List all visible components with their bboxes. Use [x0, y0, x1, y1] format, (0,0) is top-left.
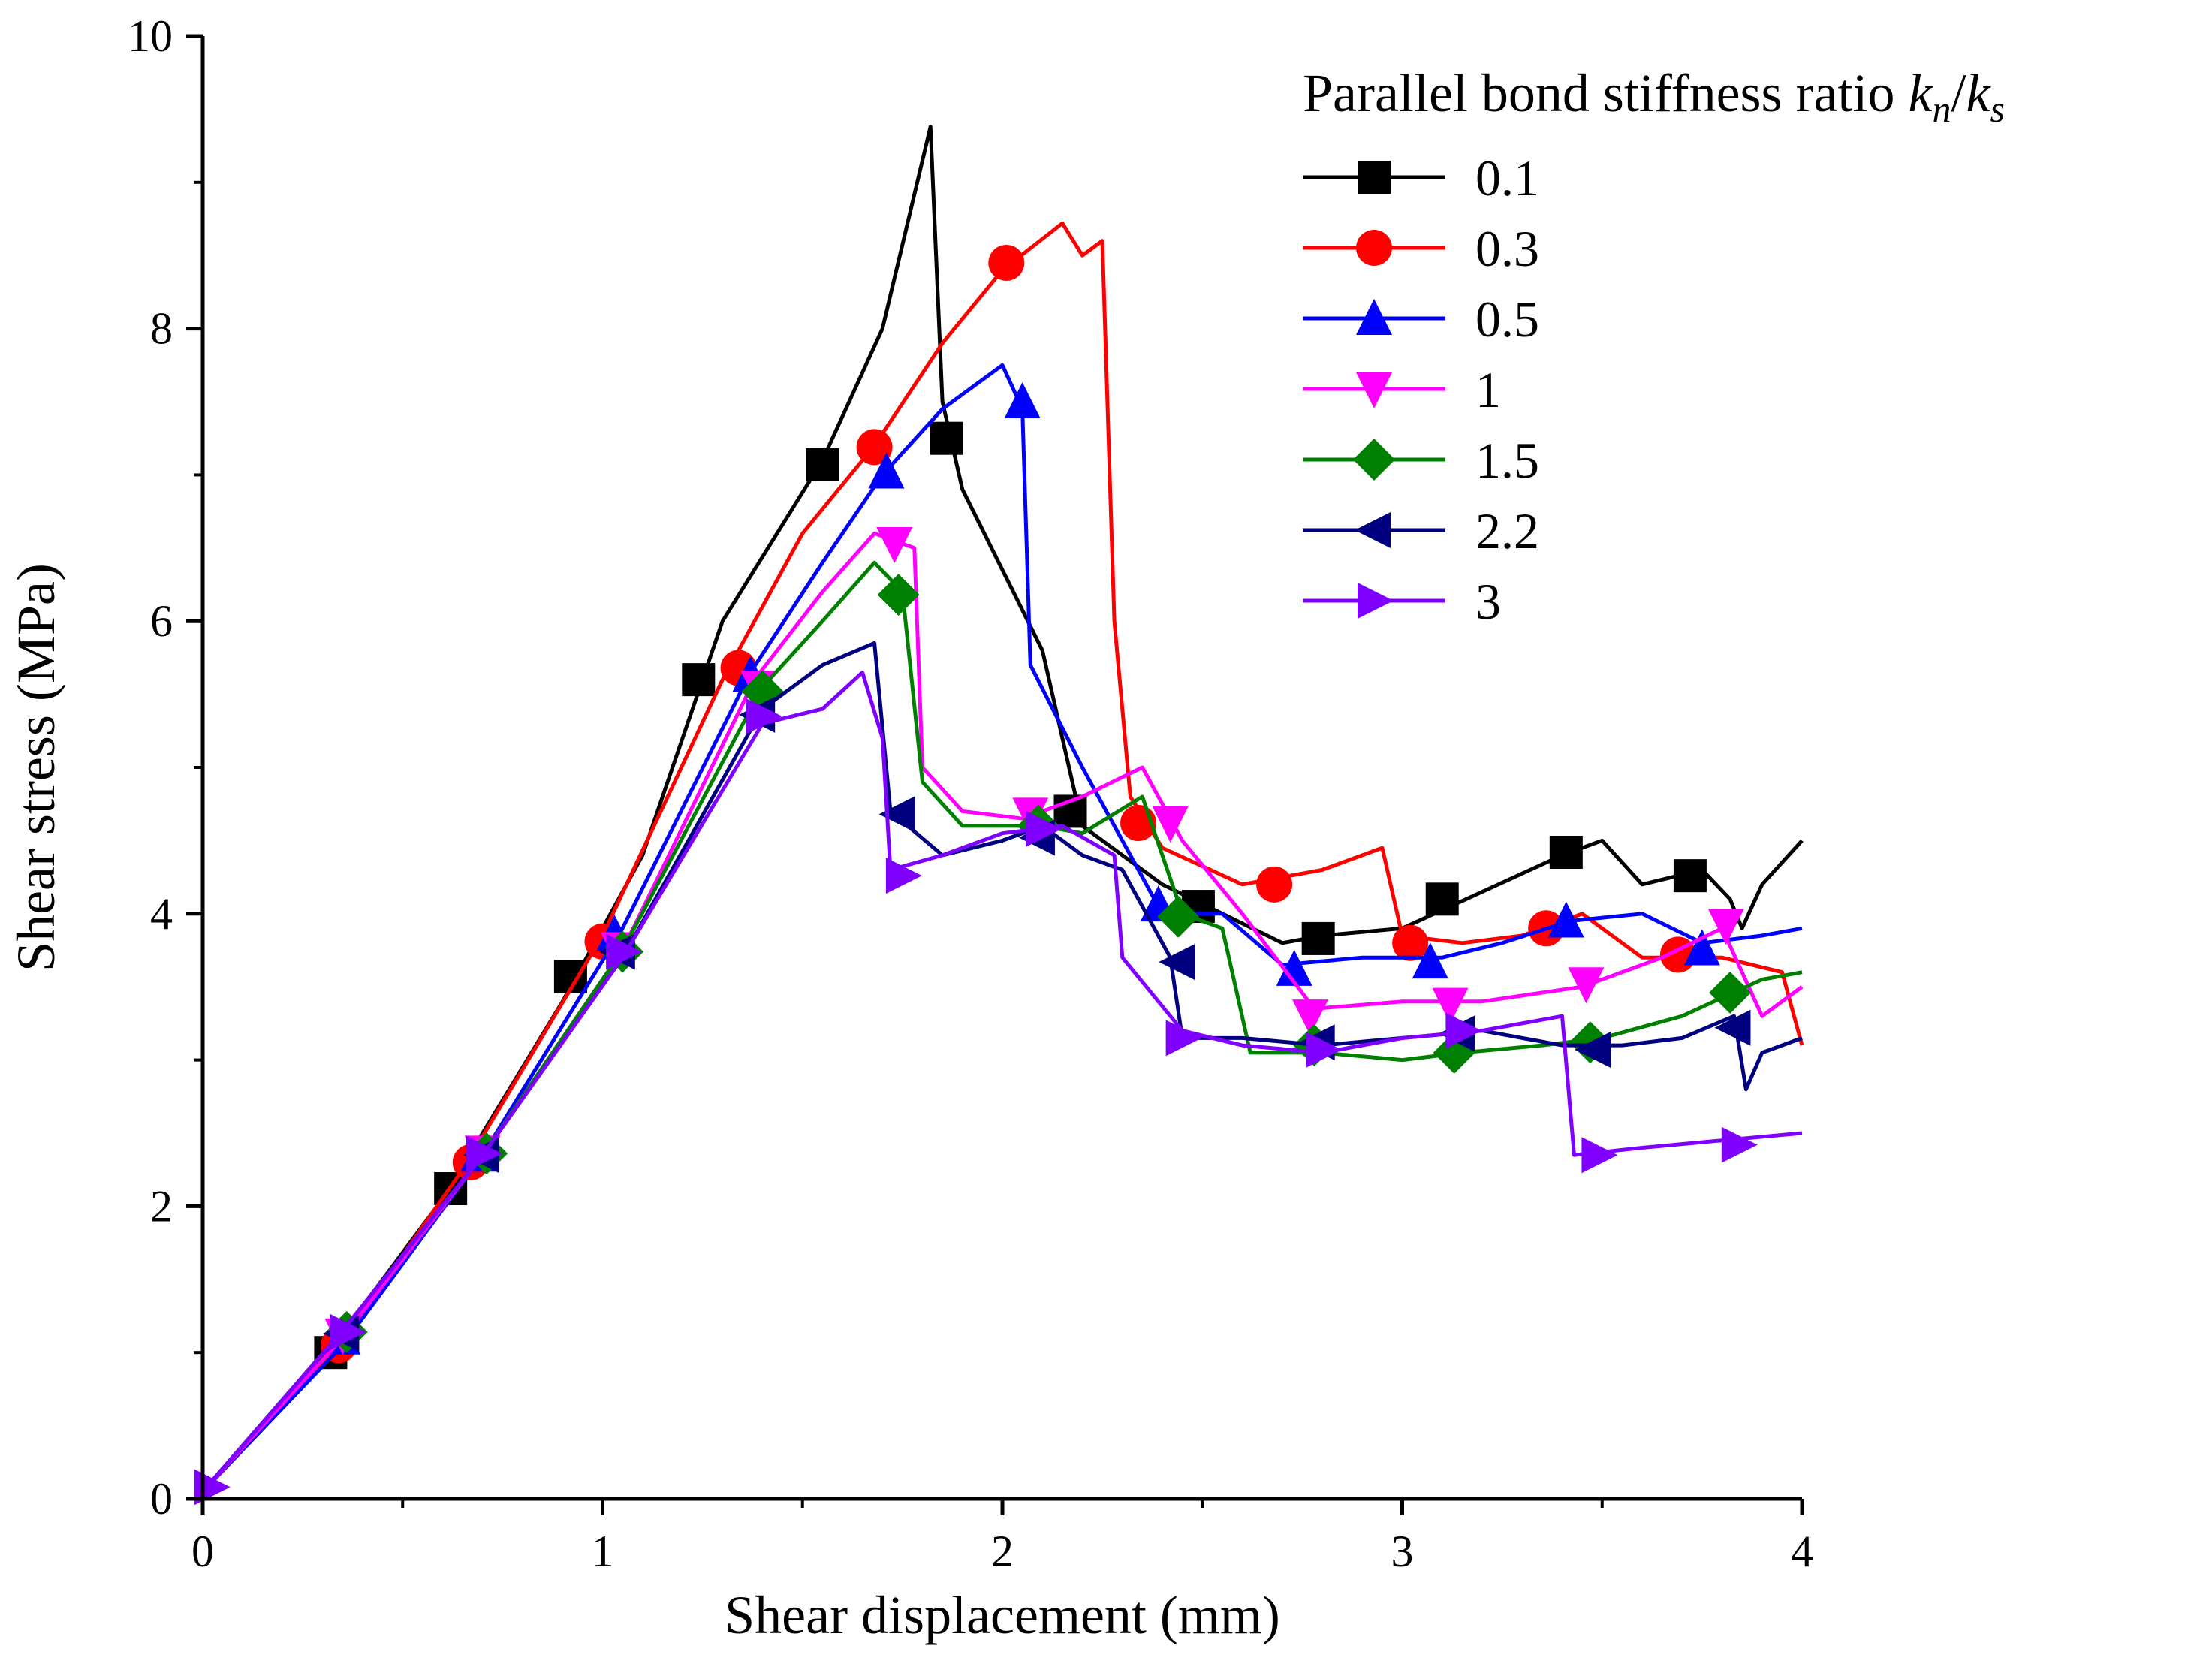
- series-3: [194, 670, 1803, 1506]
- legend-item: 1.5: [1303, 432, 1539, 489]
- y-tick-label: 0: [150, 1474, 173, 1524]
- series-line: [201, 125, 1804, 1493]
- axis-ticks: 0 1 2 3 4 0 2 4 6 8 10: [128, 11, 1813, 1576]
- data-point-marker: [885, 858, 922, 894]
- data-point-marker: [877, 574, 920, 616]
- y-axis-title: Shear stress (MPa): [6, 563, 66, 972]
- legend-item: 0.5: [1303, 291, 1539, 348]
- series-lines: [194, 125, 1804, 1506]
- data-point-marker: [1157, 895, 1200, 938]
- legend-title-slash: /: [1951, 63, 1966, 123]
- legend-swatch-marker: [1356, 230, 1392, 266]
- data-point-marker: [1568, 967, 1605, 1004]
- legend-label: 2.2: [1475, 502, 1539, 559]
- legend-item: 1: [1303, 361, 1501, 418]
- legend-item: 3: [1303, 573, 1501, 630]
- series-line: [201, 531, 1804, 1493]
- y-tick-label: 6: [150, 596, 173, 646]
- legend-label: 0.3: [1475, 220, 1539, 277]
- data-point-marker: [878, 796, 915, 833]
- data-point-marker: [988, 244, 1025, 281]
- data-point-marker: [746, 698, 782, 734]
- legend-swatch-marker: [1358, 161, 1391, 194]
- y-tick-label: 4: [150, 889, 173, 939]
- legend-title-sub1: n: [1933, 88, 1951, 130]
- data-point-marker: [1306, 1031, 1342, 1068]
- data-point-marker: [876, 526, 913, 563]
- data-point-marker: [1714, 1009, 1751, 1046]
- data-point-marker: [1425, 882, 1459, 916]
- series-line: [201, 641, 1803, 1493]
- data-point-marker: [856, 429, 893, 466]
- legend-title-k2: k: [1966, 63, 1992, 123]
- legend-title-k1: k: [1909, 63, 1934, 123]
- series-line: [201, 670, 1803, 1493]
- y-tick-label: 10: [128, 11, 173, 61]
- legend-swatch-marker: [1356, 372, 1392, 408]
- data-point-marker: [1004, 382, 1041, 418]
- y-tick-label: 2: [150, 1181, 173, 1231]
- data-point-marker: [1581, 1137, 1618, 1174]
- data-point-marker: [1445, 1012, 1482, 1049]
- legend-title-sub2: s: [1990, 88, 2004, 130]
- series-0-1: [201, 125, 1804, 1493]
- legend-label: 1: [1475, 361, 1501, 418]
- x-tick-label: 2: [991, 1527, 1014, 1576]
- data-point-marker: [868, 452, 905, 489]
- series-0-5: [201, 363, 1803, 1494]
- data-point-marker: [1549, 835, 1583, 869]
- legend-item: 0.1: [1303, 149, 1539, 206]
- data-point-marker: [1026, 810, 1062, 847]
- data-point-marker: [1292, 999, 1329, 1036]
- legend-swatch-marker: [1358, 583, 1394, 619]
- x-axis-title: Shear displacement (mm): [725, 1585, 1280, 1645]
- legend-swatch-marker: [1356, 299, 1392, 335]
- x-tick-label: 4: [1791, 1527, 1813, 1576]
- data-point-marker: [330, 1313, 366, 1350]
- x-tick-label: 1: [592, 1527, 614, 1576]
- legend-label: 3: [1475, 573, 1501, 630]
- data-point-marker: [1165, 1020, 1202, 1057]
- data-point-marker: [1547, 901, 1584, 938]
- legend-label: 0.1: [1475, 149, 1539, 206]
- legend-swatch-marker: [1355, 512, 1391, 548]
- legend-label: 0.5: [1475, 291, 1539, 348]
- data-point-marker: [1392, 924, 1429, 961]
- legend-title-text: Parallel bond stiffness ratio: [1303, 63, 1909, 123]
- legend-item: 0.3: [1303, 220, 1539, 277]
- x-tick-label: 3: [1391, 1527, 1414, 1576]
- legend: Parallel bond stiffness ratio kn/ks 0.10…: [1303, 63, 2005, 630]
- data-point-marker: [1159, 944, 1195, 981]
- y-tick-label: 8: [150, 304, 173, 354]
- legend-swatch-marker: [1353, 439, 1395, 481]
- data-point-marker: [1707, 909, 1744, 945]
- data-point-marker: [1575, 1031, 1611, 1068]
- series-line: [201, 363, 1803, 1494]
- series-1: [201, 526, 1804, 1493]
- x-tick-label: 0: [191, 1527, 214, 1576]
- data-point-marker: [1683, 929, 1720, 966]
- data-point-marker: [1412, 942, 1448, 979]
- data-point-marker: [1432, 987, 1469, 1024]
- legend-label: 1.5: [1475, 432, 1539, 489]
- data-point-marker: [1673, 859, 1707, 893]
- data-point-marker: [606, 933, 643, 970]
- data-point-marker: [1709, 971, 1752, 1014]
- data-point-marker: [682, 663, 716, 697]
- legend-item: 2.2: [1303, 502, 1539, 559]
- data-point-marker: [806, 448, 839, 481]
- data-point-marker: [1152, 806, 1189, 843]
- legend-title: Parallel bond stiffness ratio kn/ks: [1303, 63, 2005, 130]
- data-point-marker: [930, 421, 963, 455]
- data-point-marker: [1301, 921, 1335, 955]
- data-point-marker: [1721, 1126, 1758, 1163]
- data-point-marker: [1276, 949, 1312, 986]
- series-2-2: [201, 641, 1803, 1493]
- data-point-marker: [1256, 866, 1293, 903]
- data-point-marker: [466, 1135, 502, 1172]
